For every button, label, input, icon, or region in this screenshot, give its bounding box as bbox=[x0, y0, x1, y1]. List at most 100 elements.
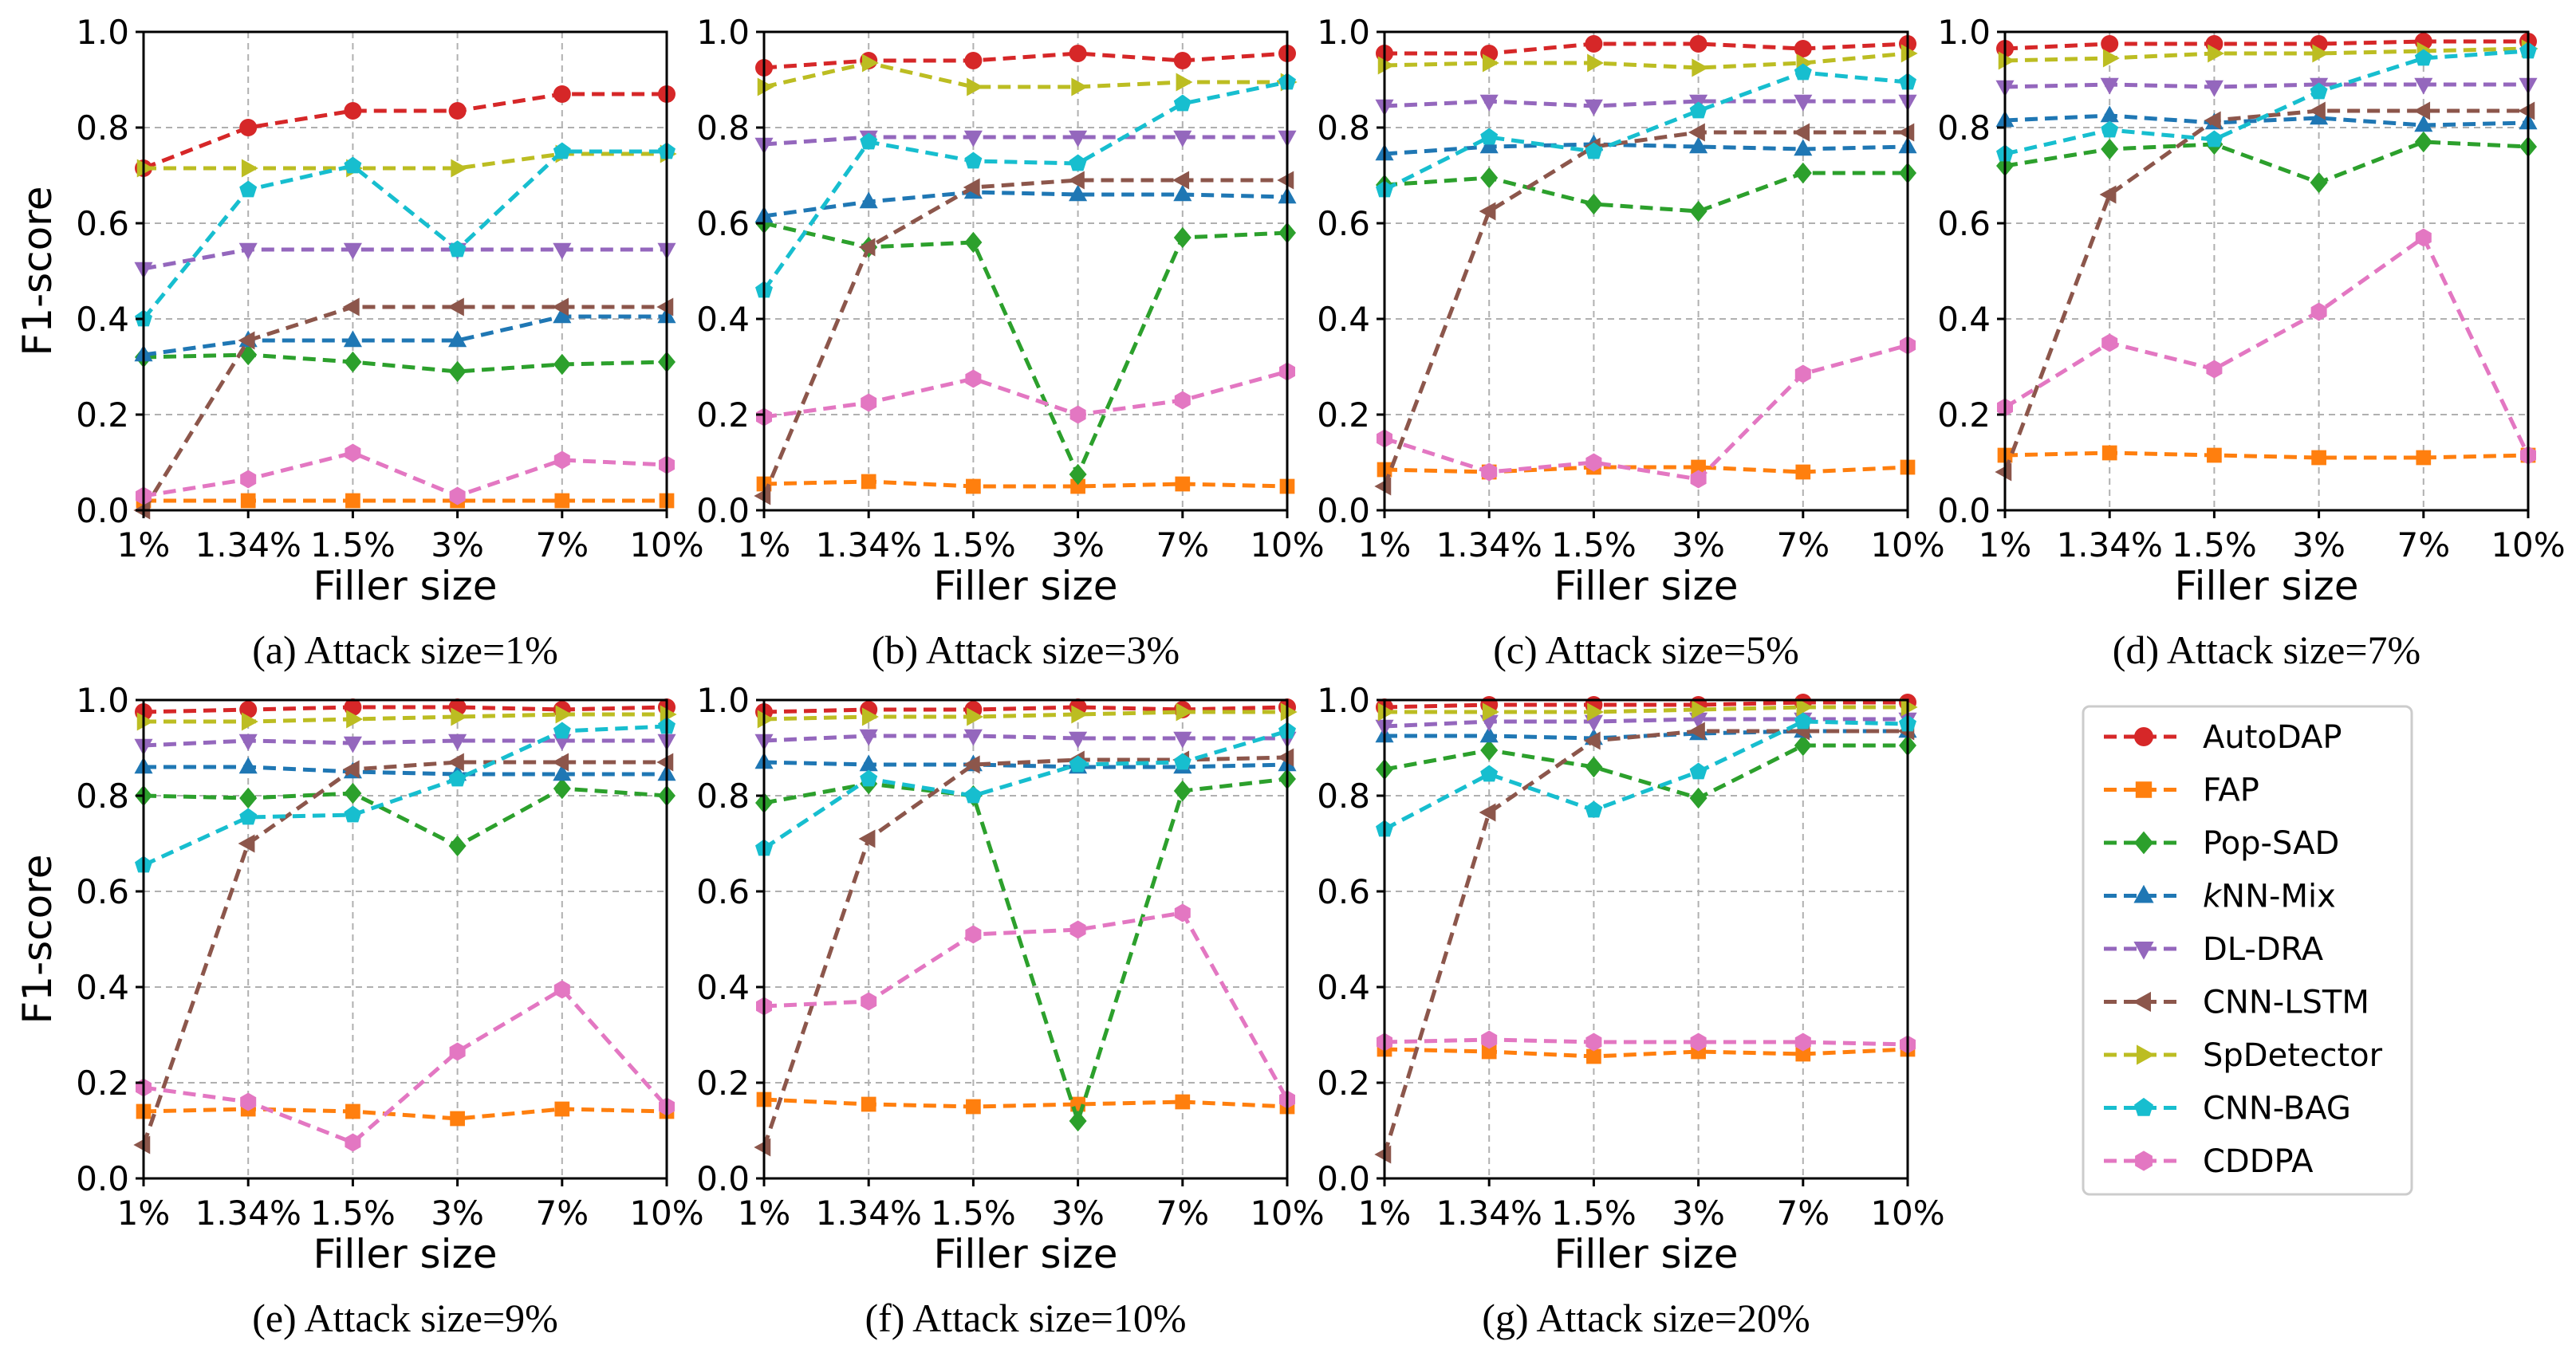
data-point bbox=[343, 736, 362, 753]
data-point bbox=[2205, 130, 2223, 148]
x-tick-label: 3% bbox=[431, 1194, 484, 1233]
data-point bbox=[555, 705, 573, 724]
data-point bbox=[1998, 51, 2015, 70]
y-axis-label: F1-score bbox=[14, 187, 61, 356]
data-point bbox=[1374, 477, 1392, 496]
x-axis-label: Filler size bbox=[1554, 1231, 1739, 1277]
y-tick-label: 0.0 bbox=[76, 1159, 129, 1198]
series-line bbox=[762, 80, 1288, 292]
legend-marker bbox=[2134, 1097, 2153, 1116]
data-point bbox=[1176, 73, 1193, 92]
data-point bbox=[1479, 726, 1499, 743]
data-point bbox=[861, 53, 879, 73]
series-pop-sad bbox=[755, 212, 1296, 486]
data-point bbox=[1897, 123, 1915, 142]
y-tick-label: 1.0 bbox=[76, 681, 129, 720]
data-point bbox=[1688, 722, 1705, 741]
data-point bbox=[1481, 462, 1498, 482]
data-point bbox=[1692, 700, 1709, 719]
series-dl-dra bbox=[1995, 77, 2538, 97]
y-tick-label: 0.0 bbox=[1937, 491, 1991, 530]
series-line bbox=[763, 911, 1290, 1101]
legend-label: FAP bbox=[2203, 773, 2259, 809]
data-point bbox=[1689, 200, 1707, 222]
panel-caption: (c) Attack size=5% bbox=[1493, 627, 1799, 672]
data-point bbox=[553, 764, 572, 781]
legend-marker bbox=[2135, 1150, 2153, 1171]
data-point bbox=[2100, 77, 2119, 95]
data-point bbox=[553, 142, 571, 159]
data-point bbox=[344, 782, 362, 804]
series-cddpa bbox=[1376, 1030, 1916, 1054]
grid bbox=[764, 32, 1287, 510]
y-tick-label: 0.0 bbox=[76, 491, 129, 530]
y-tick-label: 0.6 bbox=[76, 204, 129, 243]
plot-frame bbox=[142, 698, 668, 1180]
data-point bbox=[448, 330, 467, 348]
series-spdetector bbox=[757, 53, 1298, 96]
data-point bbox=[342, 760, 360, 779]
x-tick-label: 1.34% bbox=[1436, 525, 1542, 564]
x-tick-label: 1.34% bbox=[815, 1194, 921, 1233]
series-line bbox=[2004, 450, 2529, 460]
legend-label: CDDPA bbox=[2203, 1143, 2314, 1180]
data-point bbox=[2101, 35, 2119, 53]
data-point bbox=[2311, 450, 2326, 466]
data-point bbox=[1069, 1110, 1087, 1132]
data-point bbox=[447, 297, 464, 317]
panel-caption: (g) Attack size=20% bbox=[1482, 1296, 1810, 1340]
series-line bbox=[144, 712, 667, 724]
y-tick-label: 1.0 bbox=[76, 13, 129, 52]
data-point bbox=[757, 710, 774, 729]
x-tick-label: 7% bbox=[2397, 525, 2450, 564]
panel-caption: (d) Attack size=7% bbox=[2113, 627, 2420, 672]
data-point bbox=[345, 1133, 361, 1152]
data-point bbox=[1794, 364, 1811, 384]
panel-c: 1% 1.34% 1.5% 3% 7% 10% 0.0 0.2 0.4 0.6 0.8 1.0 Fill… bbox=[1317, 13, 1944, 672]
x-tick-label: 1.34% bbox=[1436, 1194, 1542, 1233]
series-spdetector bbox=[1377, 44, 1918, 77]
y-tick-label: 1.0 bbox=[1937, 13, 1991, 52]
data-point bbox=[448, 102, 467, 120]
series-line bbox=[1384, 343, 1908, 482]
panel-caption: (a) Attack size=1% bbox=[252, 627, 558, 672]
legend-item: Pop-SAD bbox=[2104, 825, 2339, 862]
series-cnn-bag bbox=[755, 722, 1296, 856]
data-point bbox=[136, 159, 154, 178]
data-point bbox=[1067, 171, 1085, 190]
series-cnn-lstm bbox=[754, 748, 1294, 1157]
series-line bbox=[144, 765, 667, 777]
data-point bbox=[239, 119, 258, 136]
data-point bbox=[2310, 82, 2328, 100]
legend-item: CDDPA bbox=[2104, 1143, 2314, 1180]
data-point bbox=[2416, 450, 2432, 466]
x-tick-label: 1.5% bbox=[2172, 525, 2257, 564]
panel-g: 1% 1.34% 1.5% 3% 7% 10% 0.0 0.2 0.4 0.6 0.8 1.0 Fill… bbox=[1317, 681, 1944, 1340]
panel-a: 1% 1.34% 1.5% 3% 7% 10% 0.0 0.2 0.4 0.6 0.8 1.0 Fill… bbox=[14, 13, 704, 672]
data-point bbox=[450, 1111, 465, 1127]
plot-frame bbox=[762, 30, 1289, 512]
legend-marker bbox=[2133, 991, 2151, 1013]
y-tick-label: 0.0 bbox=[1317, 1159, 1370, 1198]
series-line bbox=[1384, 700, 1908, 710]
y-tick-label: 0.2 bbox=[696, 395, 750, 435]
series-pop-sad bbox=[135, 777, 676, 857]
data-point bbox=[1480, 167, 1499, 189]
data-point bbox=[1585, 35, 1603, 53]
data-point bbox=[1482, 53, 1499, 73]
data-point bbox=[1585, 453, 1602, 472]
series-cddpa bbox=[135, 980, 676, 1152]
data-point bbox=[238, 734, 258, 751]
series-cnn-lstm bbox=[754, 171, 1294, 505]
y-tick-label: 0.4 bbox=[696, 968, 750, 1007]
x-tick-label: 3% bbox=[1672, 1194, 1725, 1233]
series-cddpa bbox=[755, 903, 1296, 1109]
data-point bbox=[1480, 739, 1499, 761]
data-point bbox=[1069, 184, 1088, 202]
x-axis-label: Filler size bbox=[1554, 563, 1739, 609]
panel-d: 1% 1.34% 1.5% 3% 7% 10% 0.0 0.2 0.4 0.6 0.8 1.0 Fill… bbox=[1937, 13, 2565, 672]
x-axis-label: Filler size bbox=[313, 563, 498, 609]
grid bbox=[144, 32, 667, 510]
x-tick-label: 7% bbox=[535, 525, 589, 564]
x-tick-label: 1.34% bbox=[2056, 525, 2162, 564]
